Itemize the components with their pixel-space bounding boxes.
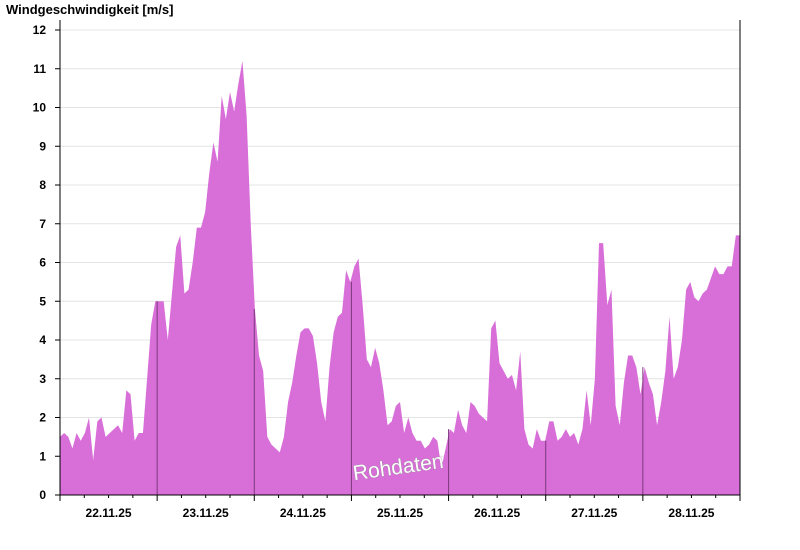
x-tick-label: 26.11.25 xyxy=(474,506,520,520)
y-tick-label: 8 xyxy=(39,178,46,192)
y-tick-label: 5 xyxy=(39,294,46,308)
y-tick-label: 11 xyxy=(33,62,46,76)
x-tick-label: 25.11.25 xyxy=(377,506,423,520)
series-area-windgeschwindigkeit xyxy=(60,61,740,495)
y-tick-label: 4 xyxy=(39,333,46,347)
y-tick-label: 10 xyxy=(33,101,47,115)
chart-title: Windgeschwindigkeit [m/s] xyxy=(6,2,173,17)
y-tick-label: 6 xyxy=(39,256,46,270)
y-tick-label: 12 xyxy=(33,23,47,37)
y-tick-label: 9 xyxy=(39,139,46,153)
y-tick-label: 3 xyxy=(39,372,46,386)
x-axis-ticks: 22.11.25 23.11.25 24.11.25 25.11.25 26.11.25… xyxy=(59,495,741,520)
y-tick-label: 0 xyxy=(39,488,46,502)
y-tick-label: 2 xyxy=(39,411,46,425)
y-tick-label: 1 xyxy=(39,449,46,463)
x-tick-label: 24.11.25 xyxy=(280,506,326,520)
y-tick-label: 7 xyxy=(39,217,46,231)
x-tick-label: 23.11.25 xyxy=(183,506,229,520)
x-tick-label: 28.11.25 xyxy=(668,506,714,520)
day-boundary-lines xyxy=(156,281,644,495)
x-tick-label: 22.11.25 xyxy=(86,506,132,520)
x-tick-label: 27.11.25 xyxy=(571,506,617,520)
series-area-layer xyxy=(60,61,740,495)
